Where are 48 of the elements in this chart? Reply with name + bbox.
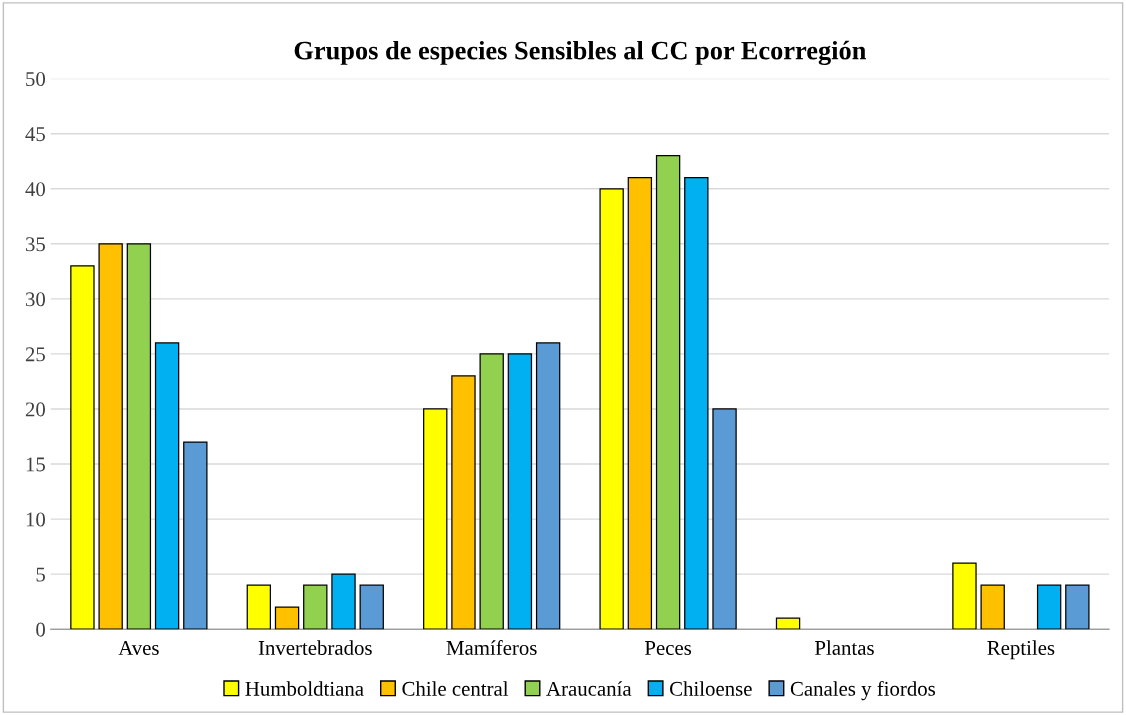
y-tick-label: 20: [25, 402, 46, 417]
bar: [479, 353, 504, 630]
y-tick-label: 35: [25, 237, 45, 252]
bar: [274, 606, 300, 630]
bar: [952, 562, 977, 630]
y-tick-label: 0: [36, 622, 46, 637]
x-tick-label: Reptiles: [987, 640, 1055, 660]
bar: [154, 342, 180, 630]
y-tick-label: 15: [26, 457, 45, 472]
bar: [507, 353, 533, 630]
legend-label: Canales y fiordos: [790, 680, 936, 701]
bar: [331, 573, 356, 630]
chart-title: Grupos de especies Sensibles al CC por Ecorregión: [294, 40, 866, 66]
bar: [359, 584, 384, 630]
x-tick-label: Peces: [644, 641, 692, 655]
bar: [712, 408, 737, 630]
legend-label: Humboldtiana: [245, 681, 364, 696]
bar: [1036, 584, 1062, 630]
y-tick-label: 5: [36, 567, 45, 582]
bar: [599, 188, 624, 630]
y-tick-label: 30: [25, 292, 46, 307]
bar: [451, 375, 476, 630]
bar: [655, 155, 681, 630]
bar: [980, 584, 1005, 630]
x-tick-label: Invertebrados: [258, 640, 372, 655]
bar: [126, 243, 152, 630]
bar: [183, 441, 208, 630]
bar: [246, 584, 272, 630]
bar: [535, 342, 561, 630]
bar: [775, 617, 801, 630]
y-tick-label: 40: [25, 182, 46, 197]
y-tick-label: 10: [26, 512, 46, 527]
bar: [303, 584, 328, 630]
bar: [70, 265, 95, 630]
x-tick-label: Plantas: [815, 640, 874, 655]
bar: [684, 177, 709, 630]
legend-label: Araucanía: [546, 681, 632, 696]
legend-label: Chiloense: [670, 681, 752, 696]
bar: [98, 243, 123, 630]
y-tick-label: 45: [25, 127, 45, 142]
y-tick-label: 25: [25, 347, 45, 362]
legend-label: Chile central: [402, 681, 509, 696]
bar: [423, 408, 448, 630]
y-tick-label: 50: [26, 72, 46, 87]
bar: [1065, 584, 1090, 630]
x-tick-label: Aves: [118, 641, 159, 655]
bar: [627, 177, 653, 630]
x-tick-label: Mamíferos: [446, 640, 537, 655]
